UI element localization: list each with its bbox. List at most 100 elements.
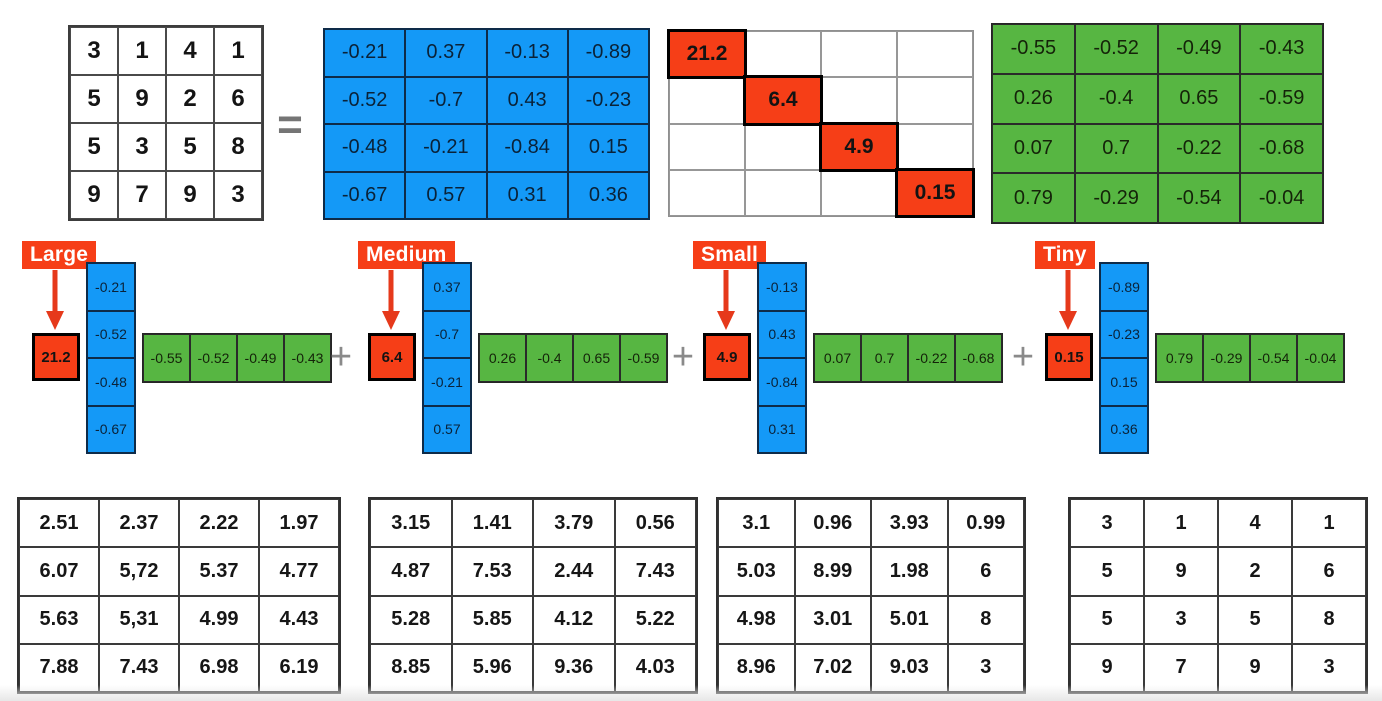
matrix-cell: 9	[1144, 547, 1218, 596]
matrix-cell: 7.02	[794, 643, 871, 692]
singular-value-cell-small: 4.9	[703, 333, 751, 381]
matrix-cell: -0.54	[1157, 173, 1241, 223]
matrix-cell: 5	[1070, 595, 1144, 644]
vector-cell: -0.52	[190, 334, 237, 382]
u-column-vector-small: -0.13 0.43 -0.84 0.31	[757, 262, 807, 454]
vector-cell: -0.29	[1203, 334, 1250, 382]
matrix-cell: 5	[1218, 595, 1292, 644]
vector-cell: -0.4	[526, 334, 573, 382]
matrix-cell: 6.98	[179, 643, 259, 692]
matrix-cell: 0.96	[794, 499, 871, 548]
svd-term-medium: Medium 6.4 0.37 -0.7 -0.21 0.57 0.26 -0.4 0.6…	[351, 235, 669, 465]
sigma-empty-cell	[745, 31, 821, 78]
u-column-vector-tiny: -0.89 -0.23 0.15 0.36	[1099, 262, 1149, 454]
matrix-cell: 0.65	[1157, 73, 1241, 124]
matrix-cell: 3	[70, 27, 118, 75]
matrix-cell: 0.99	[947, 499, 1024, 548]
matrix-cell: 5.28	[370, 595, 452, 644]
matrix-cell: 5	[1070, 547, 1144, 596]
vector-cell: -0.52	[87, 310, 135, 358]
matrix-cell: 8.96	[718, 643, 795, 692]
vector-cell: -0.7	[423, 310, 471, 358]
matrix-cell: 7.53	[451, 547, 533, 596]
matrix-cell: -0.21	[324, 29, 406, 77]
sigma-diagonal-cell: 6.4	[743, 75, 823, 126]
vector-cell: -0.48	[87, 358, 135, 406]
matrix-cell: 5,31	[99, 595, 179, 644]
matrix-cell: 5,72	[99, 547, 179, 596]
matrix-cell: 8	[1292, 595, 1366, 644]
matrix-cell: 0.07	[992, 123, 1075, 174]
vector-cell: -0.67	[87, 405, 135, 453]
matrix-cell: 3	[118, 123, 166, 171]
matrix-cell: 8	[214, 123, 262, 171]
matrix-cell: -0.49	[1157, 24, 1241, 74]
matrix-cell: 3	[214, 171, 262, 219]
matrix-cell: 6	[214, 75, 262, 123]
singular-value-highlight: 4.9	[819, 121, 899, 172]
matrix-cell: 7	[1144, 643, 1218, 692]
matrix-cell: 9	[70, 171, 118, 219]
sigma-empty-cell	[669, 123, 745, 170]
matrix-cell: 3	[1292, 643, 1366, 692]
svd-term-large: Large 21.2 -0.21 -0.52 -0.48 -0.67 -0.55 -0.…	[15, 235, 333, 465]
vector-cell: -0.55	[143, 334, 190, 382]
svd-term-small: Small 4.9 -0.13 0.43 -0.84 0.31 0.07 0.7 -0.2…	[686, 235, 1004, 465]
vector-cell: 0.31	[758, 405, 806, 453]
matrix-cell: -0.55	[992, 24, 1075, 74]
vector-cell: 0.36	[1100, 405, 1148, 453]
svd-term-tiny: Tiny 0.15 -0.89 -0.23 0.15 0.36 0.79 -0.29 -0…	[1028, 235, 1346, 465]
matrix-cell: 6	[1292, 547, 1366, 596]
vt-matrix: -0.55 -0.52 -0.49 -0.43 0.26 -0.4 0.65 -0.59 0.0…	[991, 23, 1324, 224]
matrix-cell: 5.03	[718, 547, 795, 596]
matrix-cell: 2.22	[179, 499, 259, 548]
matrix-cell: 0.36	[567, 171, 649, 219]
matrix-cell: -0.59	[1240, 73, 1323, 124]
vector-cell: -0.21	[423, 358, 471, 406]
matrix-cell: 4.43	[259, 595, 339, 644]
matrix-cell: -0.29	[1074, 173, 1158, 223]
matrix-cell: 8.99	[794, 547, 871, 596]
matrix-cell: 1	[118, 27, 166, 75]
vector-cell: 0.07	[814, 334, 861, 382]
u-column-vector-large: -0.21 -0.52 -0.48 -0.67	[86, 262, 136, 454]
matrix-cell: -0.52	[1074, 24, 1158, 74]
term-label-tiny: Tiny	[1035, 241, 1095, 269]
vector-cell: -0.13	[758, 263, 806, 311]
sigma-empty-cell	[897, 31, 973, 78]
term-label-large: Large	[22, 241, 97, 269]
matrix-cell: 1	[1144, 499, 1218, 548]
v-row-vector-small: 0.07 0.7 -0.22 -0.68	[813, 333, 1003, 383]
matrix-cell: 0.43	[486, 76, 568, 124]
matrix-cell: 5.01	[871, 595, 948, 644]
matrix-cell: 1	[1292, 499, 1366, 548]
plus-sign: +	[671, 336, 695, 378]
matrix-cell: 3.79	[533, 499, 615, 548]
matrix-cell: -0.4	[1074, 73, 1158, 124]
singular-value-highlight: 21.2	[667, 29, 747, 80]
matrix-cell: -0.21	[405, 124, 487, 172]
matrix-cell: 3.15	[370, 499, 452, 548]
sigma-empty-cell	[669, 169, 745, 216]
matrix-cell: 7	[118, 171, 166, 219]
matrix-cell: -0.23	[567, 76, 649, 124]
matrix-cell: 4.77	[259, 547, 339, 596]
vector-cell: -0.21	[87, 263, 135, 311]
down-arrow-icon	[382, 270, 400, 330]
vector-cell: -0.43	[284, 334, 331, 382]
sigma-empty-cell	[821, 169, 897, 216]
matrix-cell: 5.37	[179, 547, 259, 596]
plus-sign: +	[329, 336, 353, 378]
matrix-cell: -0.04	[1240, 173, 1323, 223]
vector-cell: -0.68	[955, 334, 1002, 382]
sigma-empty-cell	[669, 77, 745, 124]
matrix-cell: -0.7	[405, 76, 487, 124]
matrix-cell: 5.63	[19, 595, 99, 644]
matrix-cell: 2.51	[19, 499, 99, 548]
singular-value-cell-large: 21.2	[32, 333, 80, 381]
vector-cell: -0.89	[1100, 263, 1148, 311]
matrix-cell: 4.03	[614, 643, 696, 692]
singular-value-highlight: 0.15	[895, 167, 975, 218]
matrix-cell: 3.1	[718, 499, 795, 548]
